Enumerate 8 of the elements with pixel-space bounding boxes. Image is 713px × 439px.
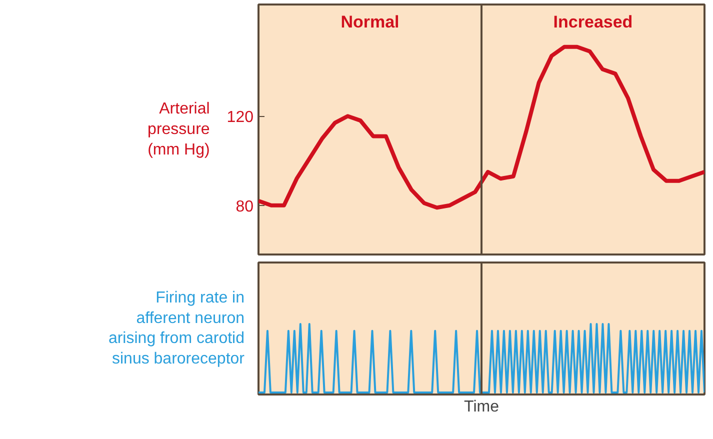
y-axis-title: Arterial pressure (mm Hg) bbox=[148, 100, 210, 158]
y-axis-title: Firing rate in afferent neuron arising from carotid sinus baroreceptor bbox=[108, 289, 246, 368]
y-tick-label: 80 bbox=[236, 198, 254, 216]
annotation: Increased bbox=[553, 12, 633, 32]
x-axis-title: Time bbox=[464, 398, 500, 416]
line-series bbox=[258, 44, 704, 210]
y-tick-label: 120 bbox=[226, 109, 254, 126]
annotation: Normal bbox=[340, 12, 400, 32]
